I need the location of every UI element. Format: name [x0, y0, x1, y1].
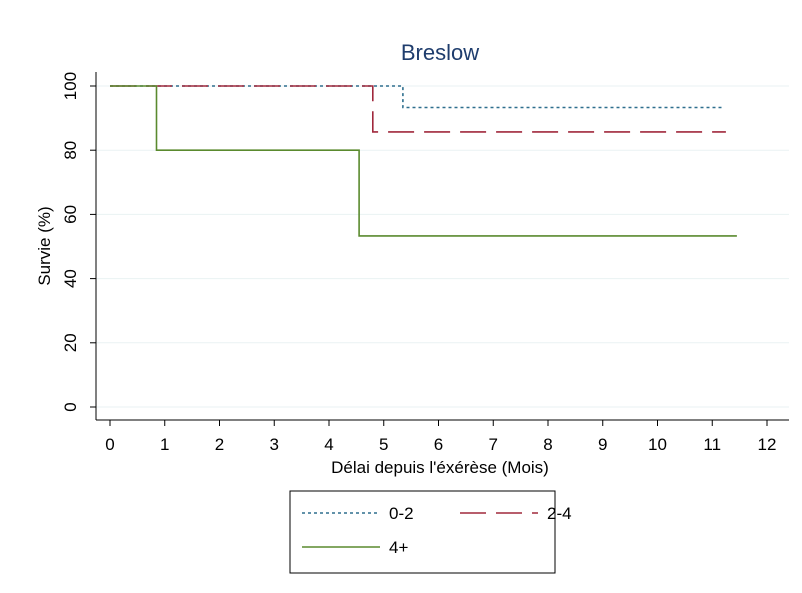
- x-tick-label-3: 3: [270, 435, 279, 454]
- x-tick-label-9: 9: [598, 435, 607, 454]
- series-line-2-4: [110, 85, 726, 133]
- x-tick-label-12: 12: [758, 435, 777, 454]
- series-layer: [110, 85, 737, 237]
- y-tick-label-3: 60: [61, 205, 80, 224]
- x-tick-label-5: 5: [379, 435, 388, 454]
- y-tick-label-5: 100: [61, 72, 80, 100]
- chart-title: Breslow: [401, 40, 479, 65]
- y-ticks-layer: 0 20 40 60 80 100: [61, 72, 96, 412]
- x-tick-label-0: 0: [105, 435, 114, 454]
- legend-box: [289, 490, 556, 574]
- grid-layer: [96, 85, 789, 408]
- legend-label-2-4: 2-4: [547, 504, 572, 523]
- y-tick-label-0: 0: [61, 402, 80, 411]
- legend-entries: 0-2 2-4 4+: [302, 504, 572, 557]
- legend-label-0-2: 0-2: [389, 504, 414, 523]
- x-tick-label-2: 2: [215, 435, 224, 454]
- y-axis-label: Survie (%): [35, 206, 54, 285]
- x-tick-label-7: 7: [489, 435, 498, 454]
- x-tick-label-11: 11: [703, 435, 721, 454]
- x-tick-label-10: 10: [648, 435, 667, 454]
- plot-area: [96, 72, 789, 420]
- x-tick-label-4: 4: [324, 435, 333, 454]
- x-ticks-layer: 0 1 2 3 4 5 6 7 8 9 10 11 12: [105, 420, 776, 454]
- legend-label-4+: 4+: [389, 538, 408, 557]
- y-tick-label-1: 20: [61, 333, 80, 352]
- x-tick-label-6: 6: [434, 435, 443, 454]
- x-axis-label: Délai depuis l'éxérèse (Mois): [331, 458, 549, 477]
- x-tick-label-8: 8: [543, 435, 552, 454]
- y-tick-label-4: 80: [61, 141, 80, 160]
- y-tick-label-2: 40: [61, 269, 80, 288]
- series-line-4+: [110, 85, 737, 237]
- x-tick-label-1: 1: [160, 435, 169, 454]
- legend: 0-2 2-4 4+: [289, 490, 572, 574]
